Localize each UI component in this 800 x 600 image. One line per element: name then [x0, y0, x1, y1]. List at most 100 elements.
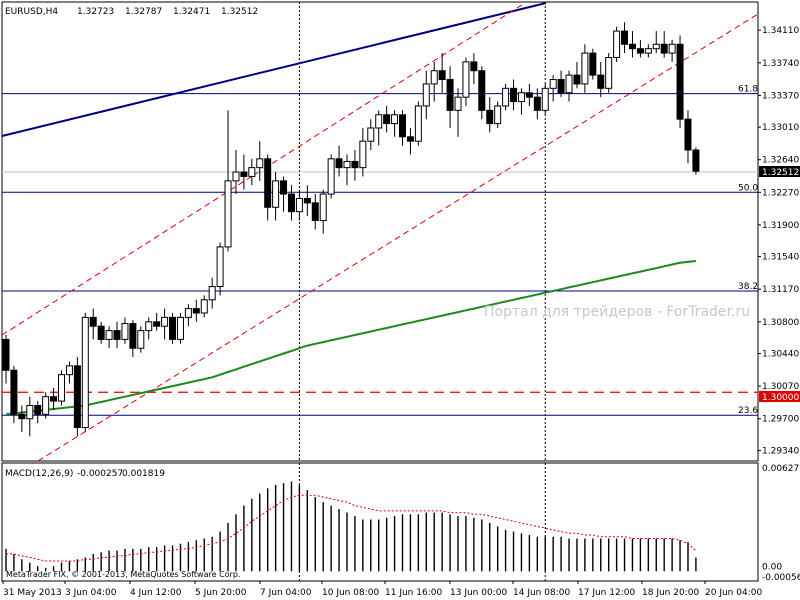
time-tick-label-10: 18 Jun 20:00 [642, 588, 699, 598]
candle-body-86 [684, 118, 692, 151]
candle-body-37 [295, 197, 303, 213]
candle-body-38 [303, 197, 311, 204]
candle-body-8 [65, 365, 73, 376]
time-tick-label-0: 31 May 2013 [3, 588, 62, 598]
candle-body-45 [359, 140, 367, 169]
macd-value-signal: 0.001819 [122, 469, 165, 479]
time-tick-label-8: 14 Jun 08:00 [513, 588, 570, 598]
candle-body-62 [494, 105, 502, 125]
price-tick-label-10: 1.30440 [762, 350, 799, 360]
candle-body-18 [145, 321, 153, 332]
trendline-dark [1, 2, 547, 137]
time-tick-label-1: 3 Jun 04:00 [65, 588, 117, 598]
candle-body-14 [113, 330, 121, 340]
candle-body-36 [287, 193, 295, 213]
macd-tick-label-2: -0.000568 [762, 573, 800, 583]
price-tick-label-9: 1.30800 [762, 318, 799, 328]
candle-body-44 [351, 160, 359, 169]
candle-body-73 [581, 52, 589, 85]
candle-body-70 [557, 79, 565, 94]
macd-title: MACD(12,26,9) [5, 469, 73, 479]
candle-body-22 [176, 316, 184, 340]
price-tick-label-7: 1.31540 [762, 253, 799, 263]
price-tick-label-0: 1.34110 [762, 26, 799, 36]
time-axis: 31 May 2013 3 Jun 04:00 4 Jun 12:00 5 Jun 2… [2, 581, 762, 598]
candle-body-74 [589, 52, 597, 76]
channel-upper-line [1, 2, 526, 336]
candle-body-75 [597, 74, 605, 89]
candle-body-60 [478, 70, 486, 111]
candle-body-80 [636, 48, 644, 54]
candle-body-78 [621, 30, 629, 45]
candle-body-58 [462, 61, 470, 98]
price-axis: 1.34110 1.33740 1.33370 1.33010 1.32640 1.322… [758, 26, 800, 583]
time-tick-label-11: 20 Jun 04:00 [705, 588, 762, 598]
moving-average [5, 260, 697, 416]
candle-body-6 [50, 396, 58, 402]
time-tick-label-2: 4 Jun 12:00 [130, 588, 182, 598]
price-tick-label-2: 1.33370 [762, 91, 799, 101]
candle-body-72 [573, 74, 581, 85]
price-tick-label-6: 1.31900 [762, 221, 799, 231]
candle-body-20 [161, 316, 169, 327]
time-tick-label-6: 11 Jun 16:00 [385, 588, 442, 598]
candle-body-30 [240, 171, 248, 177]
candle-body-68 [541, 87, 549, 111]
macd-panel-frame [1, 462, 759, 582]
candle-body-29 [232, 171, 240, 182]
copyright: MetaTrader FIX, © 2001-2013, MetaQuotes … [6, 570, 240, 579]
candle-body-41 [327, 158, 335, 195]
candle-body-34 [272, 180, 280, 208]
candle-body-77 [613, 30, 621, 59]
candle-body-76 [605, 57, 613, 89]
candle-body-43 [343, 160, 351, 169]
candle-body-9 [73, 365, 81, 429]
candle-body-61 [486, 109, 494, 125]
macd-tick-label-1: 0.00 [762, 562, 782, 572]
chart-header-low: 1.32471 [173, 7, 210, 17]
channel-lower-line [37, 13, 759, 462]
horizontal-levels [2, 171, 758, 393]
candle-body-15 [121, 323, 129, 340]
candle-body-25 [200, 299, 208, 314]
chart-header-symbol: EURUSD,H4 [5, 7, 58, 17]
candle-body-81 [644, 48, 652, 54]
candle-body-42 [335, 158, 343, 169]
macd-value-main: -0.000257 [77, 469, 123, 479]
candle-body-3 [26, 404, 34, 420]
candle-body-50 [399, 114, 406, 138]
fibo-label-1: 50.0 [738, 183, 758, 193]
level-price-marker [759, 391, 800, 402]
candle-body-35 [280, 180, 288, 195]
time-tick-label-3: 5 Jun 20:00 [195, 588, 247, 598]
candle-body-13 [105, 330, 113, 340]
period-separators [298, 2, 546, 581]
candle-body-11 [89, 316, 97, 327]
candle-body-33 [264, 158, 272, 208]
current-price-label: 1.32512 [762, 168, 799, 178]
fibo-label-0: 61.8 [738, 85, 758, 95]
candle-body-32 [256, 158, 264, 169]
main-panel-frame [1, 1, 759, 462]
candle-body-52 [414, 105, 422, 142]
candle-body-85 [676, 43, 684, 120]
time-tick-label-7: 13 Jun 00:00 [450, 588, 507, 598]
candle-body-65 [517, 92, 525, 103]
trend-channel [1, 2, 759, 462]
price-tick-label-13: 1.29340 [762, 446, 799, 456]
time-tick-label-9: 17 Jun 12:00 [578, 588, 635, 598]
candle-body-46 [367, 127, 375, 142]
price-tick-label-8: 1.31170 [762, 285, 799, 295]
candle-body-17 [137, 330, 145, 349]
candle-body-31 [248, 167, 256, 177]
candle-body-2 [18, 413, 26, 420]
candle-body-0 [2, 338, 10, 371]
candle-body-10 [81, 316, 89, 429]
macd-histogram [5, 481, 697, 572]
candle-body-47 [375, 114, 383, 129]
candle-body-40 [319, 193, 327, 221]
candle-body-7 [58, 374, 66, 402]
current-price-marker [759, 166, 800, 177]
